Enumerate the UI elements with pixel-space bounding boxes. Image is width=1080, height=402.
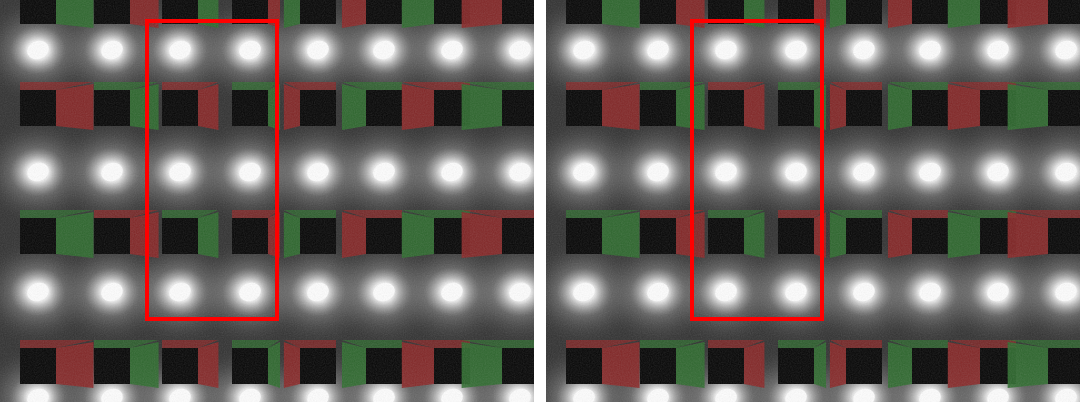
left-render-panel	[0, 0, 534, 402]
right-render-panel	[546, 0, 1080, 402]
left-render-scene	[0, 0, 534, 402]
panel-divider	[534, 0, 546, 402]
render-noise	[546, 0, 1080, 402]
right-render-scene	[546, 0, 1080, 402]
render-noise	[0, 0, 534, 402]
